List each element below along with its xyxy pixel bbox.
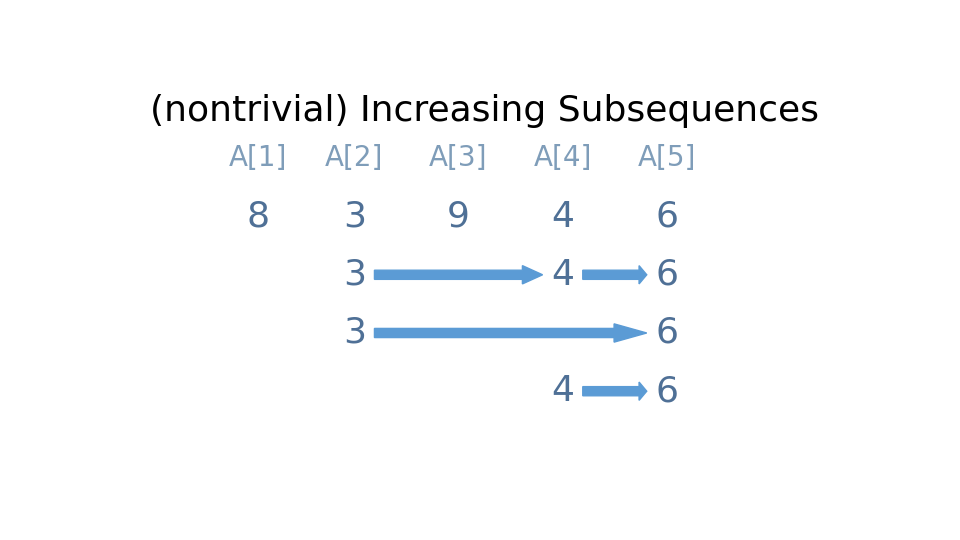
Text: 6: 6 <box>656 258 679 292</box>
Text: 3: 3 <box>343 200 366 234</box>
Text: A[5]: A[5] <box>637 144 696 172</box>
Text: A[2]: A[2] <box>325 144 384 172</box>
Text: 9: 9 <box>447 200 470 234</box>
Text: 6: 6 <box>656 316 679 350</box>
Text: 3: 3 <box>343 258 366 292</box>
Text: 6: 6 <box>656 374 679 408</box>
FancyArrow shape <box>374 324 647 342</box>
Text: (nontrivial) Increasing Subsequences: (nontrivial) Increasing Subsequences <box>150 94 819 128</box>
Text: 8: 8 <box>246 200 269 234</box>
Text: A[1]: A[1] <box>228 144 287 172</box>
FancyArrow shape <box>583 382 647 400</box>
Text: 4: 4 <box>551 258 574 292</box>
Text: A[3]: A[3] <box>429 144 488 172</box>
Text: 3: 3 <box>343 316 366 350</box>
Text: A[4]: A[4] <box>534 144 592 172</box>
Text: 6: 6 <box>656 200 679 234</box>
Text: 4: 4 <box>551 200 574 234</box>
FancyArrow shape <box>374 266 542 284</box>
Text: 4: 4 <box>551 374 574 408</box>
FancyArrow shape <box>583 266 647 284</box>
